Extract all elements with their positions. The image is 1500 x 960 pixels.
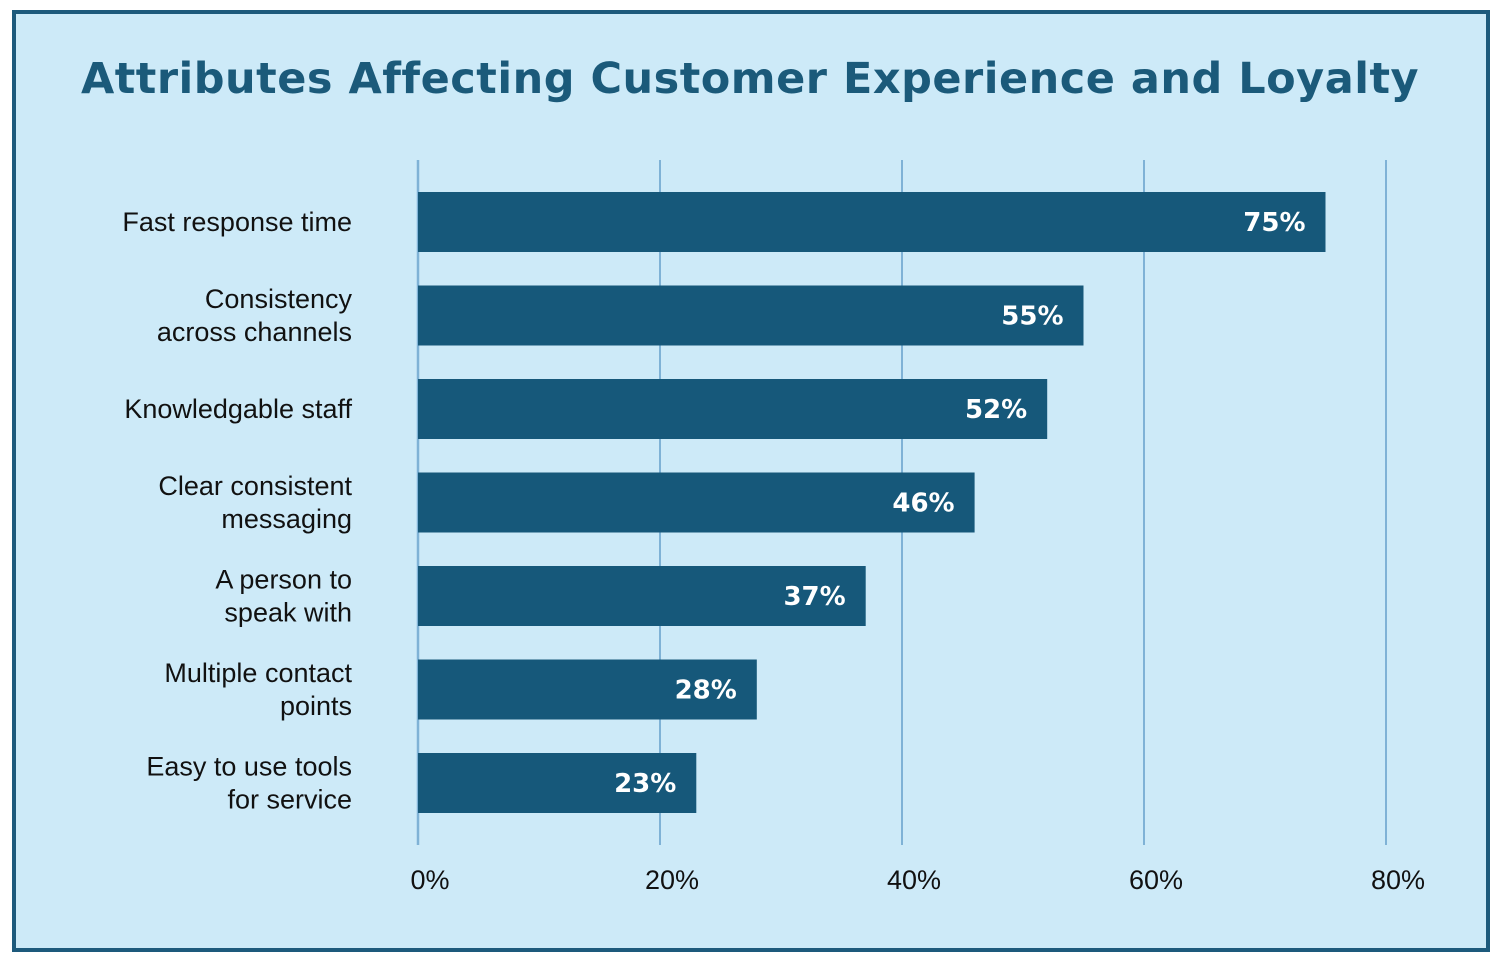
data-label: 55% — [1001, 302, 1063, 332]
category-label: Multiple contact points — [164, 658, 352, 721]
bar-4 — [418, 566, 866, 626]
bar-2 — [418, 379, 1048, 439]
category-label: Clear consistent messaging — [158, 471, 352, 534]
category-label: Consistency across channels — [157, 284, 353, 347]
bar-0 — [418, 192, 1326, 252]
category-label: A person to speak with — [215, 565, 352, 628]
bar-1 — [418, 285, 1084, 346]
x-tick-label: 0% — [410, 865, 449, 895]
chart-title: Attributes Affecting Customer Experience… — [80, 54, 1420, 104]
data-label: 75% — [1243, 208, 1305, 238]
category-label: Easy to use tools for service — [146, 752, 352, 815]
bar-3 — [418, 472, 975, 533]
x-tick-label: 60% — [1129, 865, 1183, 895]
x-tick-label: 40% — [887, 865, 941, 895]
bar-5 — [418, 659, 757, 720]
data-label: 28% — [675, 676, 737, 706]
category-label: Knowledgable staff — [124, 394, 352, 424]
x-tick-label: 80% — [1371, 865, 1425, 895]
data-label: 52% — [965, 395, 1027, 425]
category-label: Fast response time — [122, 207, 352, 237]
data-label: 37% — [783, 582, 845, 612]
bar-6 — [418, 753, 697, 813]
data-label: 23% — [614, 769, 676, 799]
x-tick-label: 20% — [645, 865, 699, 895]
data-label: 46% — [892, 489, 954, 519]
